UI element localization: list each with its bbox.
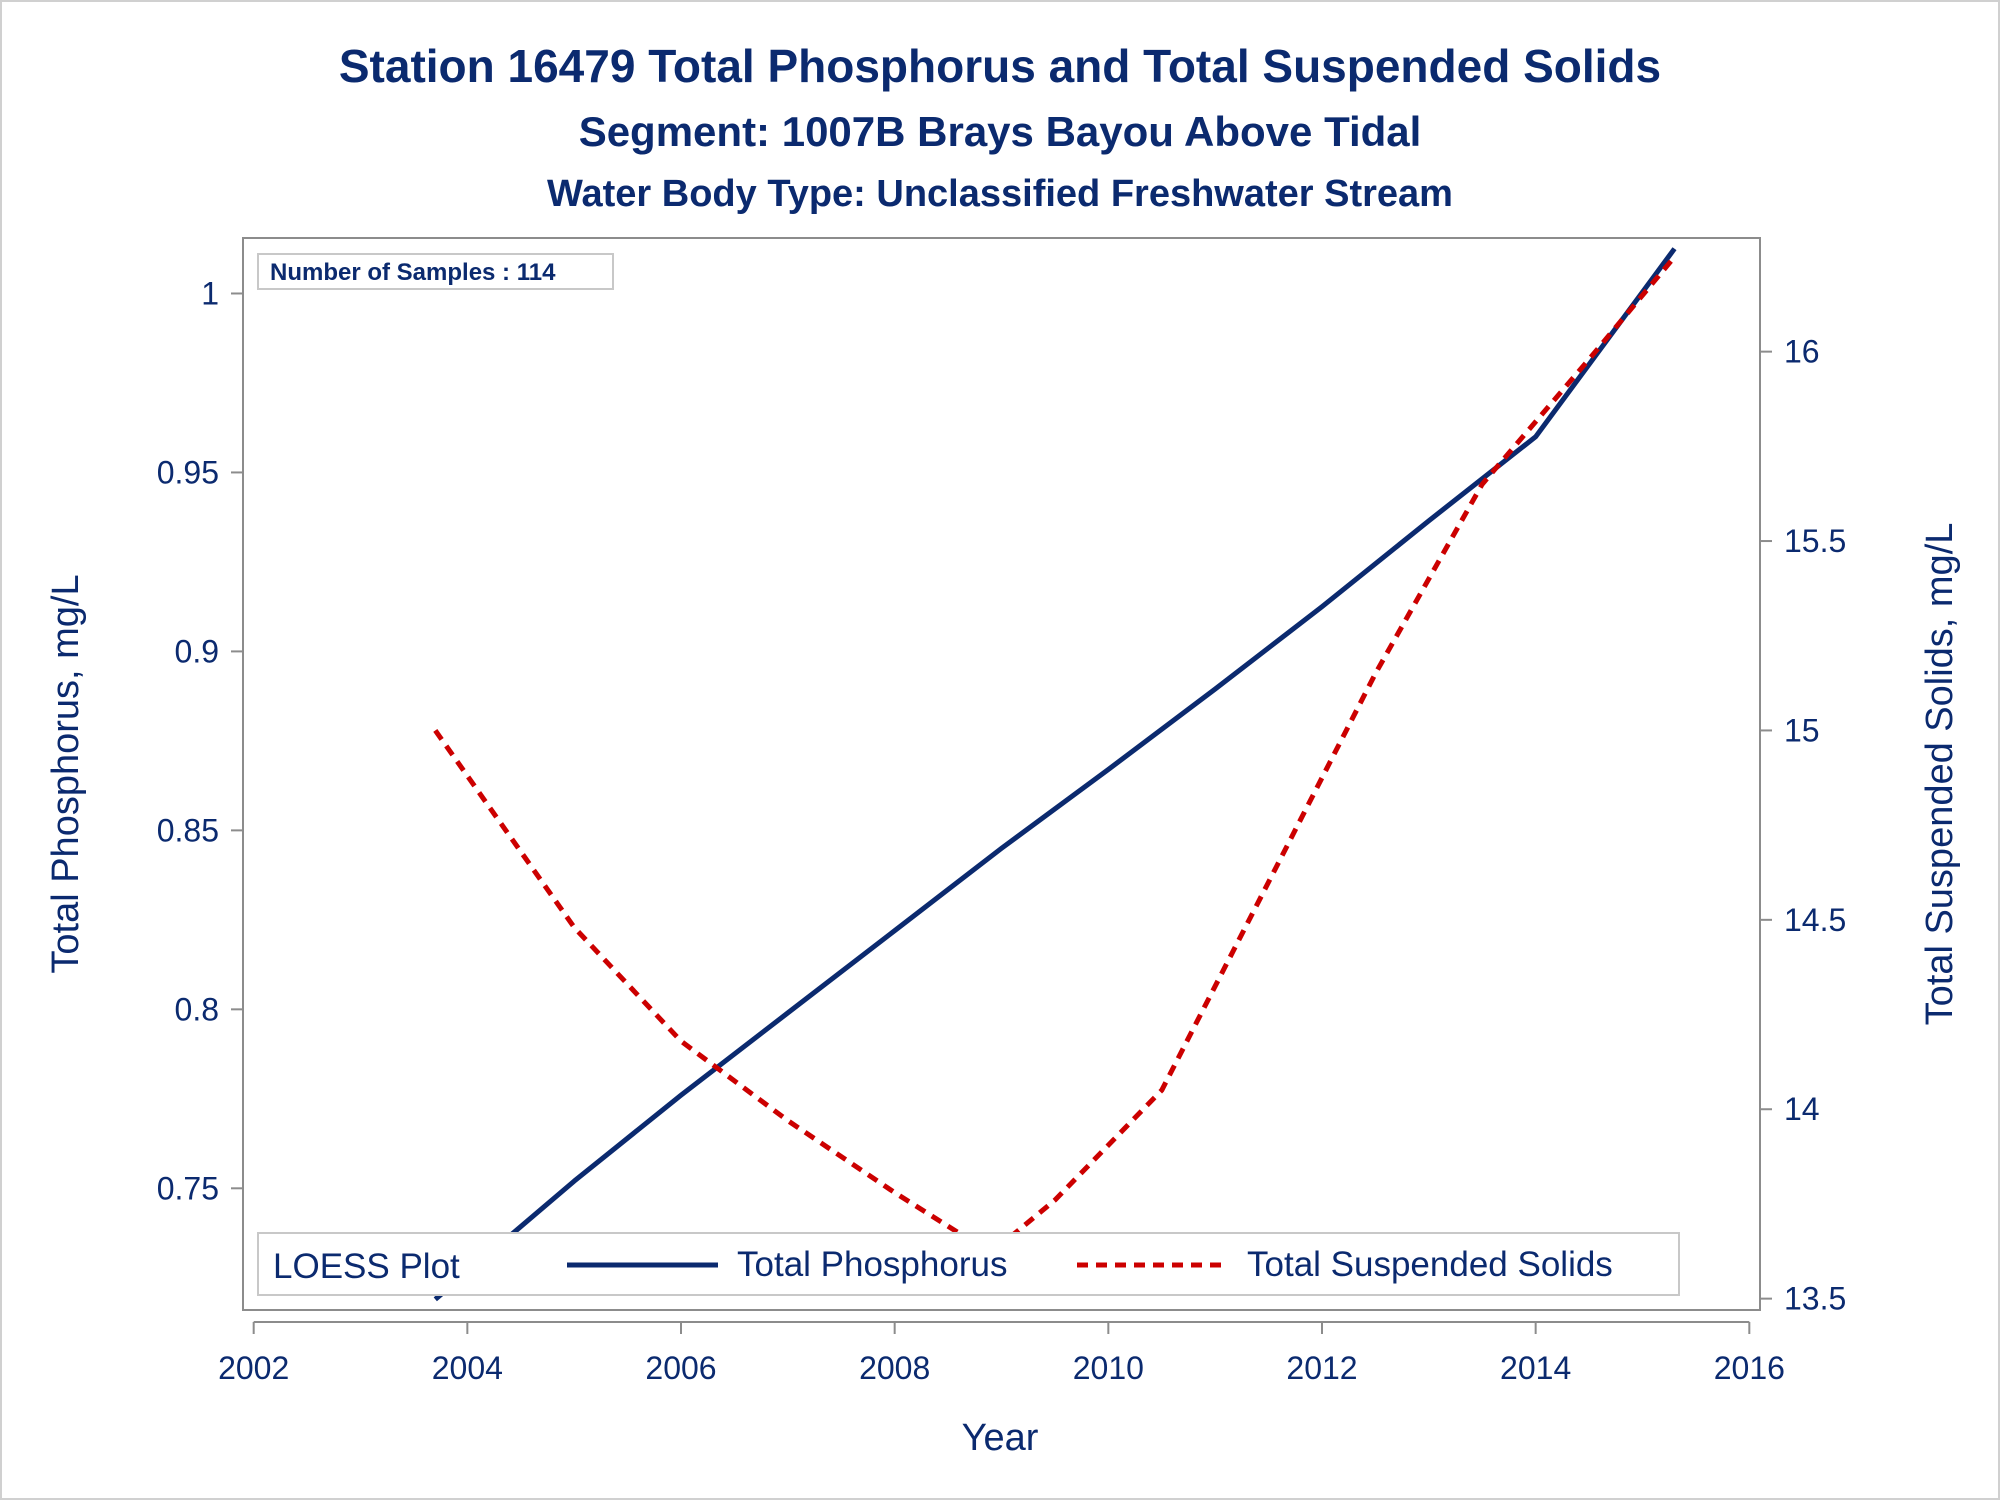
y-left-tick-label: 0.85 [157, 812, 219, 848]
series-line-total-suspended-solids [433, 255, 1677, 1256]
chart-title: Station 16479 Total Phosphorus and Total… [339, 40, 1661, 92]
legend: LOESS Plot Total Phosphorus Total Suspen… [257, 1232, 1680, 1296]
x-tick-label: 2010 [1073, 1350, 1144, 1386]
y-right-tick-label: 16 [1784, 334, 1820, 370]
x-tick-label: 2012 [1286, 1350, 1357, 1386]
y-right-tick-label: 14 [1784, 1091, 1820, 1127]
x-tick-label: 2004 [432, 1350, 503, 1386]
y-axis-label-right: Total Suspended Solids, mg/L [1919, 523, 1961, 1026]
chart-subtitle: Segment: 1007B Brays Bayou Above Tidal [579, 108, 1422, 155]
series-layer [433, 247, 1677, 1302]
legend-title: LOESS Plot [273, 1247, 460, 1286]
y-axis-label-left: Total Phosphorus, mg/L [45, 574, 87, 973]
x-tick-label: 2016 [1714, 1350, 1785, 1386]
chart-subtitle-2: Water Body Type: Unclassified Freshwater… [547, 173, 1453, 215]
legend-label-total-suspended-solids: Total Suspended Solids [1247, 1245, 1613, 1284]
y-right-tick-label: 15 [1784, 712, 1820, 748]
y-right-tick-label: 14.5 [1784, 902, 1846, 938]
y-left-tick-label: 0.95 [157, 454, 219, 490]
y-left-tick-label: 0.75 [157, 1170, 219, 1206]
x-tick-label: 2002 [218, 1350, 289, 1386]
sample-count-box: Number of Samples : 114 [257, 253, 614, 290]
x-tick-label: 2008 [859, 1350, 930, 1386]
y-axis-right: 13.5 14 14.5 15 15.5 16 [1760, 334, 1846, 1317]
y-right-tick-label: 15.5 [1784, 523, 1846, 559]
sample-count-frame [257, 253, 614, 290]
x-axis: 2002 2004 2006 2008 2010 2012 2014 2016 [218, 1321, 1785, 1386]
y-left-tick-label: 1 [201, 275, 219, 311]
y-right-tick-label: 13.5 [1784, 1281, 1846, 1317]
legend-label-total-phosphorus: Total Phosphorus [737, 1245, 1007, 1284]
series-line-total-phosphorus [433, 247, 1677, 1302]
legend-frame [257, 1232, 1680, 1296]
y-left-tick-label: 0.8 [175, 991, 219, 1027]
y-left-tick-label: 0.9 [175, 633, 219, 669]
sample-count-text: Number of Samples : 114 [270, 259, 556, 286]
x-tick-label: 2006 [645, 1350, 716, 1386]
x-axis-label: Year [962, 1417, 1039, 1459]
plot-area [242, 237, 1761, 1311]
x-tick-label: 2014 [1500, 1350, 1571, 1386]
y-axis-left: 0.75 0.8 0.85 0.9 0.95 1 [157, 275, 243, 1206]
